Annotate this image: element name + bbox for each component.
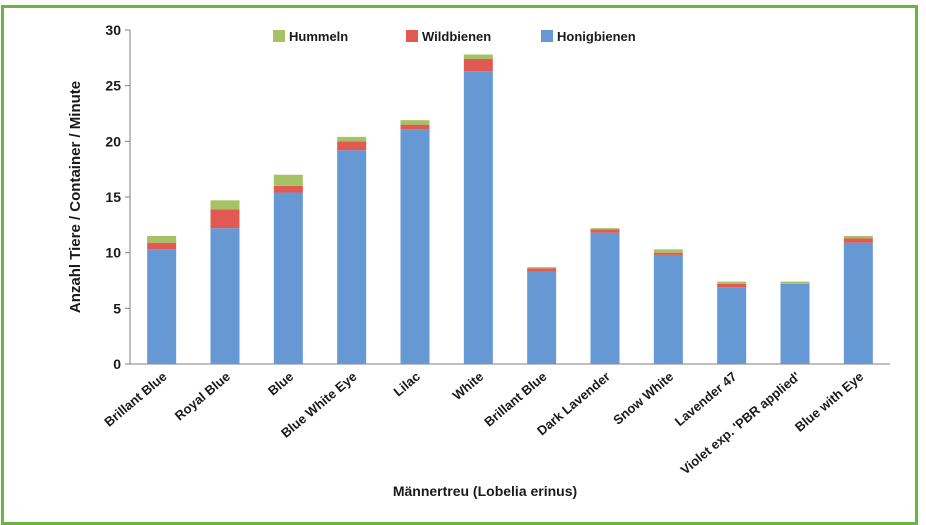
bar-segment-wildbienen (273, 185, 303, 193)
legend-label: Honigbienen (557, 29, 636, 44)
y-axis-title: Anzahl Tiere / Container / Minute (67, 81, 84, 313)
x-tick-label: Blue with Eye (792, 369, 866, 435)
bar-segment-honigbienen (590, 232, 620, 364)
legend-label: Hummeln (289, 29, 348, 44)
x-tick-label: Brillant Blue (101, 369, 169, 430)
x-tick-label: Royal Blue (172, 369, 233, 424)
bar-segment-hummeln (843, 235, 873, 239)
bar-segment-wildbienen (590, 229, 620, 233)
x-tick-label: Violet exp. 'PBR applied' (677, 369, 802, 478)
y-tick-label: 0 (113, 356, 121, 372)
x-axis-title: Männertreu (Lobelia erinus) (393, 483, 577, 499)
bar-segment-hummeln (653, 249, 683, 253)
bar-segment-honigbienen (780, 283, 810, 364)
bar-segment-honigbienen (147, 249, 177, 364)
y-tick-label: 5 (113, 300, 121, 316)
x-tick-label: Snow White (610, 369, 676, 428)
bar-segment-wildbienen (337, 141, 367, 151)
bar-segment-hummeln (463, 54, 493, 59)
bar-segment-wildbienen (527, 268, 557, 272)
bar-segment-honigbienen (337, 150, 367, 364)
legend-label: Wildbienen (422, 29, 491, 44)
bar-segment-wildbienen (463, 58, 493, 72)
x-tick-label: White (450, 369, 487, 403)
y-tick-label: 25 (105, 78, 121, 94)
bar-segment-hummeln (590, 228, 620, 230)
legend-swatch-honigbienen (541, 30, 553, 42)
legend-swatch-hummeln (273, 30, 285, 42)
bar-segment-honigbienen (527, 271, 557, 364)
x-tick-label: Brillant Blue (481, 369, 549, 430)
bar-segment-honigbienen (463, 71, 493, 365)
x-tick-label: Lilac (391, 369, 423, 400)
bar-segment-wildbienen (843, 238, 873, 243)
bar-segment-honigbienen (210, 228, 240, 364)
bar-segment-hummeln (147, 235, 177, 243)
bar-segment-honigbienen (400, 129, 430, 364)
bar-segment-hummeln (400, 120, 430, 125)
bar-segment-wildbienen (147, 242, 177, 250)
bar-segment-wildbienen (210, 209, 240, 229)
bar-segment-hummeln (780, 281, 810, 284)
bar-segment-wildbienen (653, 252, 683, 255)
bar-segment-wildbienen (400, 124, 430, 130)
bar-segment-honigbienen (717, 287, 747, 364)
bar-segment-honigbienen (273, 192, 303, 364)
bar-segment-hummeln (717, 281, 747, 284)
bar-segment-honigbienen (653, 254, 683, 364)
y-tick-label: 20 (105, 133, 121, 149)
bar-segment-hummeln (527, 267, 557, 269)
x-tick-label: Lavender 47 (672, 369, 740, 429)
y-tick-label: 15 (105, 189, 121, 205)
y-tick-label: 30 (105, 22, 121, 38)
bar-segment-hummeln (337, 136, 367, 142)
y-tick-label: 10 (105, 245, 121, 261)
bar-segment-wildbienen (717, 283, 747, 288)
bar-segment-hummeln (210, 200, 240, 210)
legend-swatch-wildbienen (406, 30, 418, 42)
bar-segment-hummeln (273, 174, 303, 186)
bar-segment-honigbienen (843, 242, 873, 364)
x-tick-label: Blue (265, 369, 296, 399)
